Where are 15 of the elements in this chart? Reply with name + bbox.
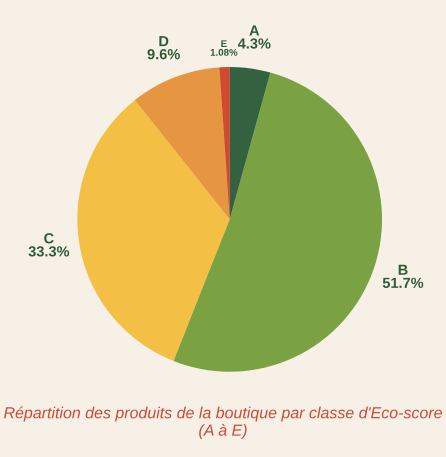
data-label: 4.3%	[238, 38, 271, 49]
data-label: 33.3%	[28, 246, 70, 257]
slice-label: B	[398, 264, 408, 275]
text: Répartition des produits de la boutique par classe d'Eco-score (A à E)	[4, 406, 442, 439]
slice-label: D	[159, 36, 168, 46]
pie-slice	[134, 67, 230, 220]
data-label: 1.08%	[210, 48, 238, 56]
slice-label: E	[221, 40, 227, 48]
data-label: 51.7%	[382, 278, 424, 288]
pie-slice	[230, 67, 270, 220]
pie-slice	[174, 72, 382, 372]
data-label: 9.6%	[148, 49, 180, 60]
slice-label: A	[249, 25, 260, 36]
pie-slice	[77, 100, 230, 361]
slice-label: C	[44, 233, 54, 244]
